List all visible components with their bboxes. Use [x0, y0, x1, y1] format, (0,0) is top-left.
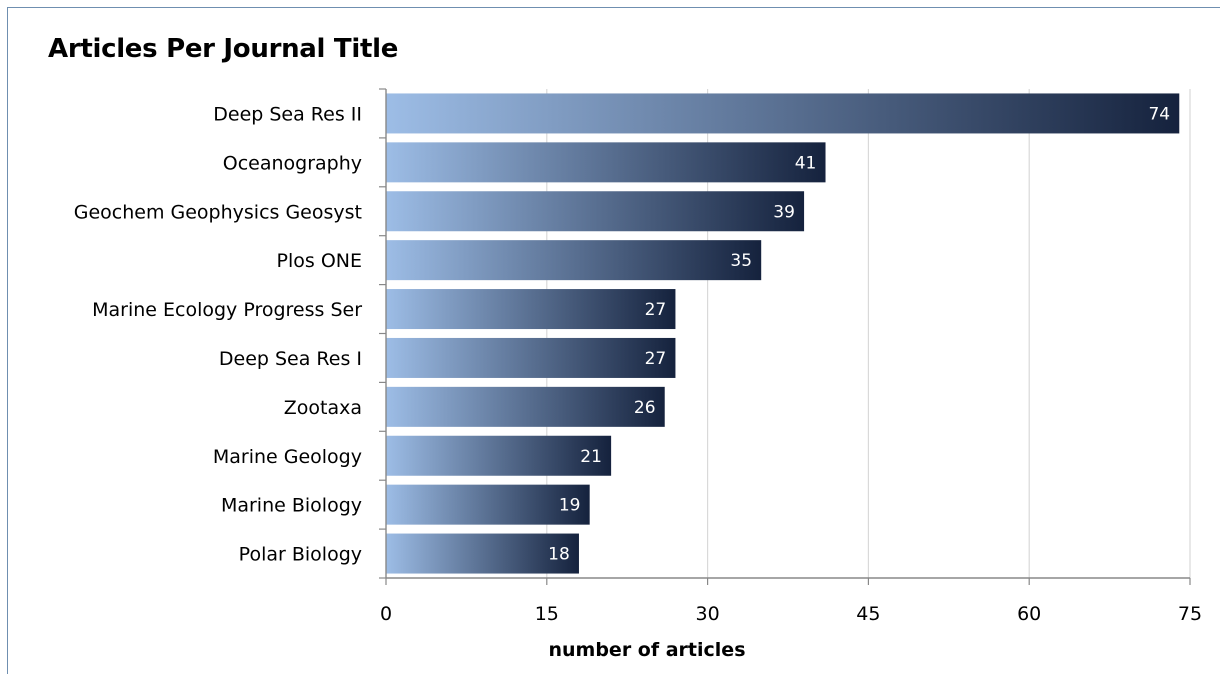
bar: [386, 289, 676, 330]
bar: [386, 191, 805, 232]
bar: [386, 484, 590, 525]
data-label: 26: [634, 398, 656, 418]
category-label: Polar Biology: [239, 544, 362, 566]
category-label: Deep Sea Res II: [213, 103, 362, 125]
chart-frame: [7, 7, 1220, 674]
axes: [379, 88, 1191, 585]
x-tick-label: 75: [1178, 603, 1202, 625]
x-tick-label: 30: [696, 603, 720, 625]
chart-title: Articles Per Journal Title: [48, 34, 399, 64]
bar: [386, 435, 612, 476]
bar: [386, 93, 1180, 134]
data-label: 18: [548, 545, 570, 565]
category-label: Marine Ecology Progress Ser: [92, 299, 362, 321]
x-tick-label: 0: [380, 603, 392, 625]
data-label: 27: [645, 349, 667, 369]
labels: 0 15 30 45 60 75 Deep Sea Res II 74 Oceanography…: [74, 103, 1202, 625]
category-label: Marine Geology: [213, 446, 362, 468]
category-label: Plos ONE: [277, 250, 362, 272]
bar: [386, 533, 579, 574]
category-label: Marine Biology: [221, 495, 362, 517]
data-label: 41: [795, 153, 817, 173]
bar: [386, 337, 676, 378]
bar: [386, 142, 826, 183]
x-axis-title: number of articles: [548, 639, 745, 661]
category-label: Oceanography: [223, 152, 362, 174]
bar: [386, 386, 665, 427]
category-label: Zootaxa: [284, 397, 362, 419]
data-label: 74: [1148, 104, 1170, 124]
data-label: 27: [645, 300, 667, 320]
x-tick-label: 15: [535, 603, 559, 625]
bars: [386, 93, 1180, 574]
data-label: 35: [730, 251, 752, 271]
category-label: Deep Sea Res I: [219, 348, 362, 370]
x-tick-label: 60: [1017, 603, 1041, 625]
data-label: 39: [773, 202, 795, 222]
bar: [386, 240, 762, 281]
data-label: 21: [580, 447, 602, 467]
category-label: Geochem Geophysics Geosyst: [74, 201, 362, 223]
data-label: 19: [559, 496, 581, 516]
x-tick-label: 45: [856, 603, 880, 625]
